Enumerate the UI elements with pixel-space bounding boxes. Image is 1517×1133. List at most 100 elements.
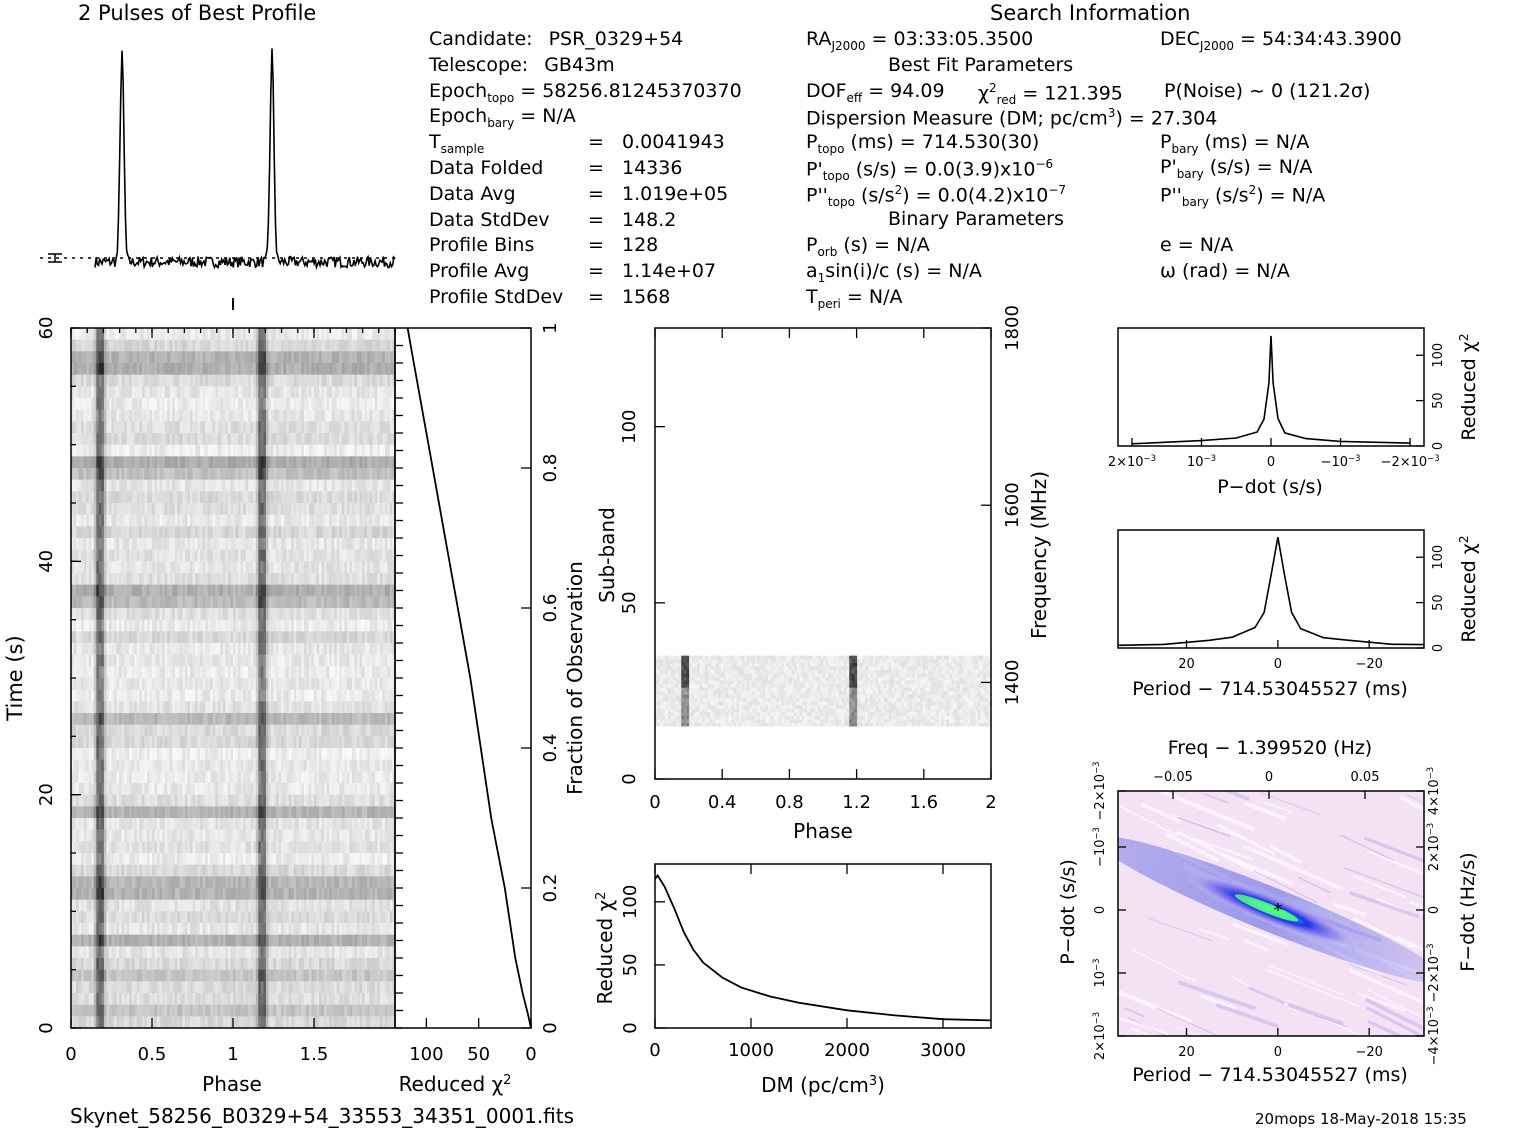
period-chi-ticks: 0 50 100 Reduced χ2 20 0 −20 Period − 714.53045…: [1132, 535, 1480, 700]
time-phase-ytick: 40: [36, 550, 57, 573]
profile-panel: [40, 48, 396, 310]
info-value: 14336: [622, 157, 683, 179]
info-value: 1.14e+07: [622, 260, 717, 283]
subband-ylabel: Sub-band: [595, 507, 619, 603]
period-chi-xtick: 20: [1178, 657, 1195, 672]
ecc-line: e = N/A: [1160, 234, 1234, 256]
pdot-chi-xlabel: P−dot (s/s): [1217, 476, 1323, 498]
info-row: Epochtopo = 58256.81245370370: [429, 79, 742, 105]
pdot-chi-ticks: 0 50 100 Reduced χ2 2×10−3 10−3 0 −10−3 −2×10−3 P…: [1108, 333, 1480, 498]
subband-xtick: 2: [985, 792, 996, 813]
dm-line: Dispersion Measure (DM; pc/cm3) = 27.304: [806, 106, 1218, 130]
subband-xlabel: Phase: [793, 819, 853, 843]
period_chi-ytick: 100: [1431, 545, 1446, 570]
subband-heatmap: [655, 655, 992, 727]
dm-chi-xtick: 0: [649, 1040, 660, 1061]
info-eq: =: [588, 182, 604, 205]
ppdot-ytick: −10−3: [1091, 827, 1108, 867]
info-eq: =: [588, 131, 604, 154]
ppdot-xlabel: Period − 714.53045527 (ms): [1132, 1064, 1408, 1086]
ppdot-ytick-right: 0: [1427, 906, 1442, 914]
period_chi-ylabel: Reduced χ2: [1457, 535, 1480, 642]
time-phase-ytick: 60: [36, 317, 57, 340]
info-row: Data Avg: [429, 182, 516, 205]
ppdot-xtick: −20: [1355, 1045, 1382, 1060]
pdot_chi-ytick: 0: [1431, 442, 1446, 450]
info-row: Tsample: [429, 131, 485, 156]
ppdot-ylabel: P−dot (s/s): [1057, 859, 1079, 965]
subband-xtick: 1.6: [909, 792, 938, 813]
search-title: Search Information: [990, 1, 1191, 25]
period_chi-ytick: 0: [1431, 644, 1446, 652]
time-chi-curve: [406, 327, 532, 1029]
info-row: Epochbary = N/A: [429, 105, 576, 131]
pdot-chi-xtick: 10−3: [1187, 453, 1216, 470]
time-phase-ytick: 20: [36, 783, 57, 806]
subband-xtick: 0: [649, 792, 660, 813]
pdot-chi-xtick: −2×10−3: [1381, 453, 1440, 470]
time-phase-heatmap: [71, 328, 396, 1029]
dm-chi-ytick: 50: [620, 953, 641, 976]
dof-line: DOFeff = 94.09: [806, 80, 945, 105]
time-chi-xtick: 100: [409, 1044, 443, 1065]
dm-chi-xtick: 3000: [920, 1040, 966, 1061]
pdot-chi-xtick: 2×10−3: [1108, 453, 1156, 470]
pdbary-line: P'bary (s/s) = N/A: [1160, 156, 1313, 181]
dm-chi-ytick: 0: [620, 1022, 641, 1033]
info-row: Profile Avg: [429, 260, 530, 283]
pdot-chi-xtick: −10−3: [1321, 453, 1361, 470]
pddbary-line: P''bary (s/s2) = N/A: [1160, 183, 1326, 210]
time-phase-ticks: 0 0.5 1 1.5 0 20 40 60 Phase Time (s): [3, 317, 396, 1096]
period-chi-curve: [1117, 537, 1425, 647]
time-phase-xtick: 1.5: [300, 1044, 329, 1065]
info-value: 148.2: [622, 208, 677, 231]
best-fit-title: Best Fit Parameters: [888, 54, 1074, 76]
time-chi-ytick: 0.6: [540, 594, 561, 623]
time-phase-panel: 0 0.5 1 1.5 0 20 40 60 Phase Time (s): [3, 317, 396, 1096]
dm-chi-series: [654, 873, 992, 1022]
period-chi-panel: 0 50 100 Reduced χ2 20 0 −20 Period − 714.53045…: [1117, 529, 1480, 700]
time-phase-xtick: 1: [227, 1044, 238, 1065]
time-phase-xtick: 0.5: [138, 1044, 167, 1065]
ppdot-best-marker: *: [1274, 900, 1283, 921]
info-value: 1.019e+05: [622, 182, 729, 205]
info-row: Candidate: PSR_0329+54: [429, 28, 684, 50]
tperi-line: Tperi = N/A: [806, 286, 903, 311]
ppdot-xtick-top: 0: [1265, 770, 1273, 785]
time-phase-ylabel: Time (s): [3, 635, 27, 721]
chi-line: χ2red = 121.395: [978, 81, 1123, 108]
pbary-line: Pbary (ms) = N/A: [1160, 131, 1310, 156]
binary-title: Binary Parameters: [888, 208, 1064, 230]
ppdot-ytick: 2×10−3: [1091, 1012, 1108, 1060]
omega-line: ω (rad) = N/A: [1160, 260, 1290, 282]
subband-ylabel-right: Frequency (MHz): [1027, 471, 1051, 639]
info-row: Profile StdDev: [429, 286, 564, 308]
ppdot-title: Freq − 1.399520 (Hz): [1168, 737, 1372, 759]
footer-stamp: 20mops 18-May-2018 15:35: [1255, 1110, 1467, 1128]
ppdot-ytick-right: 2×10−3: [1425, 823, 1442, 871]
a1-line: a1sin(i)/c (s) = N/A: [806, 260, 982, 285]
subband-ticks: 0 0.4 0.8 1.2 1.6 2 0 50 100 1400 1600 1800 Phase Sub…: [595, 305, 1051, 843]
dm-chi-xtick: 1000: [728, 1040, 774, 1061]
ra-line: RAJ2000 = 03:33:05.3500: [806, 28, 1034, 53]
porb-line: Porb (s) = N/A: [806, 234, 930, 259]
info-row: Profile Bins: [429, 234, 535, 257]
ppdot-ytick-right: 4×10−3: [1425, 767, 1442, 815]
dm-chi-curve: [654, 873, 992, 1022]
info-row: Telescope: GB43m: [429, 53, 615, 76]
info-value: 128: [622, 234, 659, 257]
time-chi-ylabel: Fraction of Observation: [563, 561, 587, 795]
ppdot-xtick: 20: [1178, 1045, 1195, 1060]
pdot_chi-ytick: 50: [1431, 392, 1446, 409]
ppdot-ticks: 20 0 −20 −0.05 0 0.05 2×10−3 10−3 0 −10−3 −2×10−3 −…: [1057, 737, 1479, 1086]
ppdot-panel: * 20 0 −20 −0.05 0 0.05 2×10−3 10−3 0 −10−3 −2×10−…: [1057, 737, 1479, 1086]
pdot-chi-curve: [1131, 335, 1411, 445]
info-eq: =: [588, 157, 604, 179]
ppdot-ytick-right: −2×10−3: [1425, 943, 1442, 1002]
period-chi-xtick: 0: [1274, 657, 1282, 672]
info-eq: =: [588, 234, 604, 257]
pnoise-line: P(Noise) ~ 0 (121.2σ): [1164, 80, 1371, 102]
subband-panel: 0 0.4 0.8 1.2 1.6 2 0 50 100 1400 1600 1800 Phase Sub…: [595, 305, 1051, 843]
subband-ytick: 0: [619, 773, 640, 784]
time-phase-ytick: 0: [36, 1022, 57, 1033]
